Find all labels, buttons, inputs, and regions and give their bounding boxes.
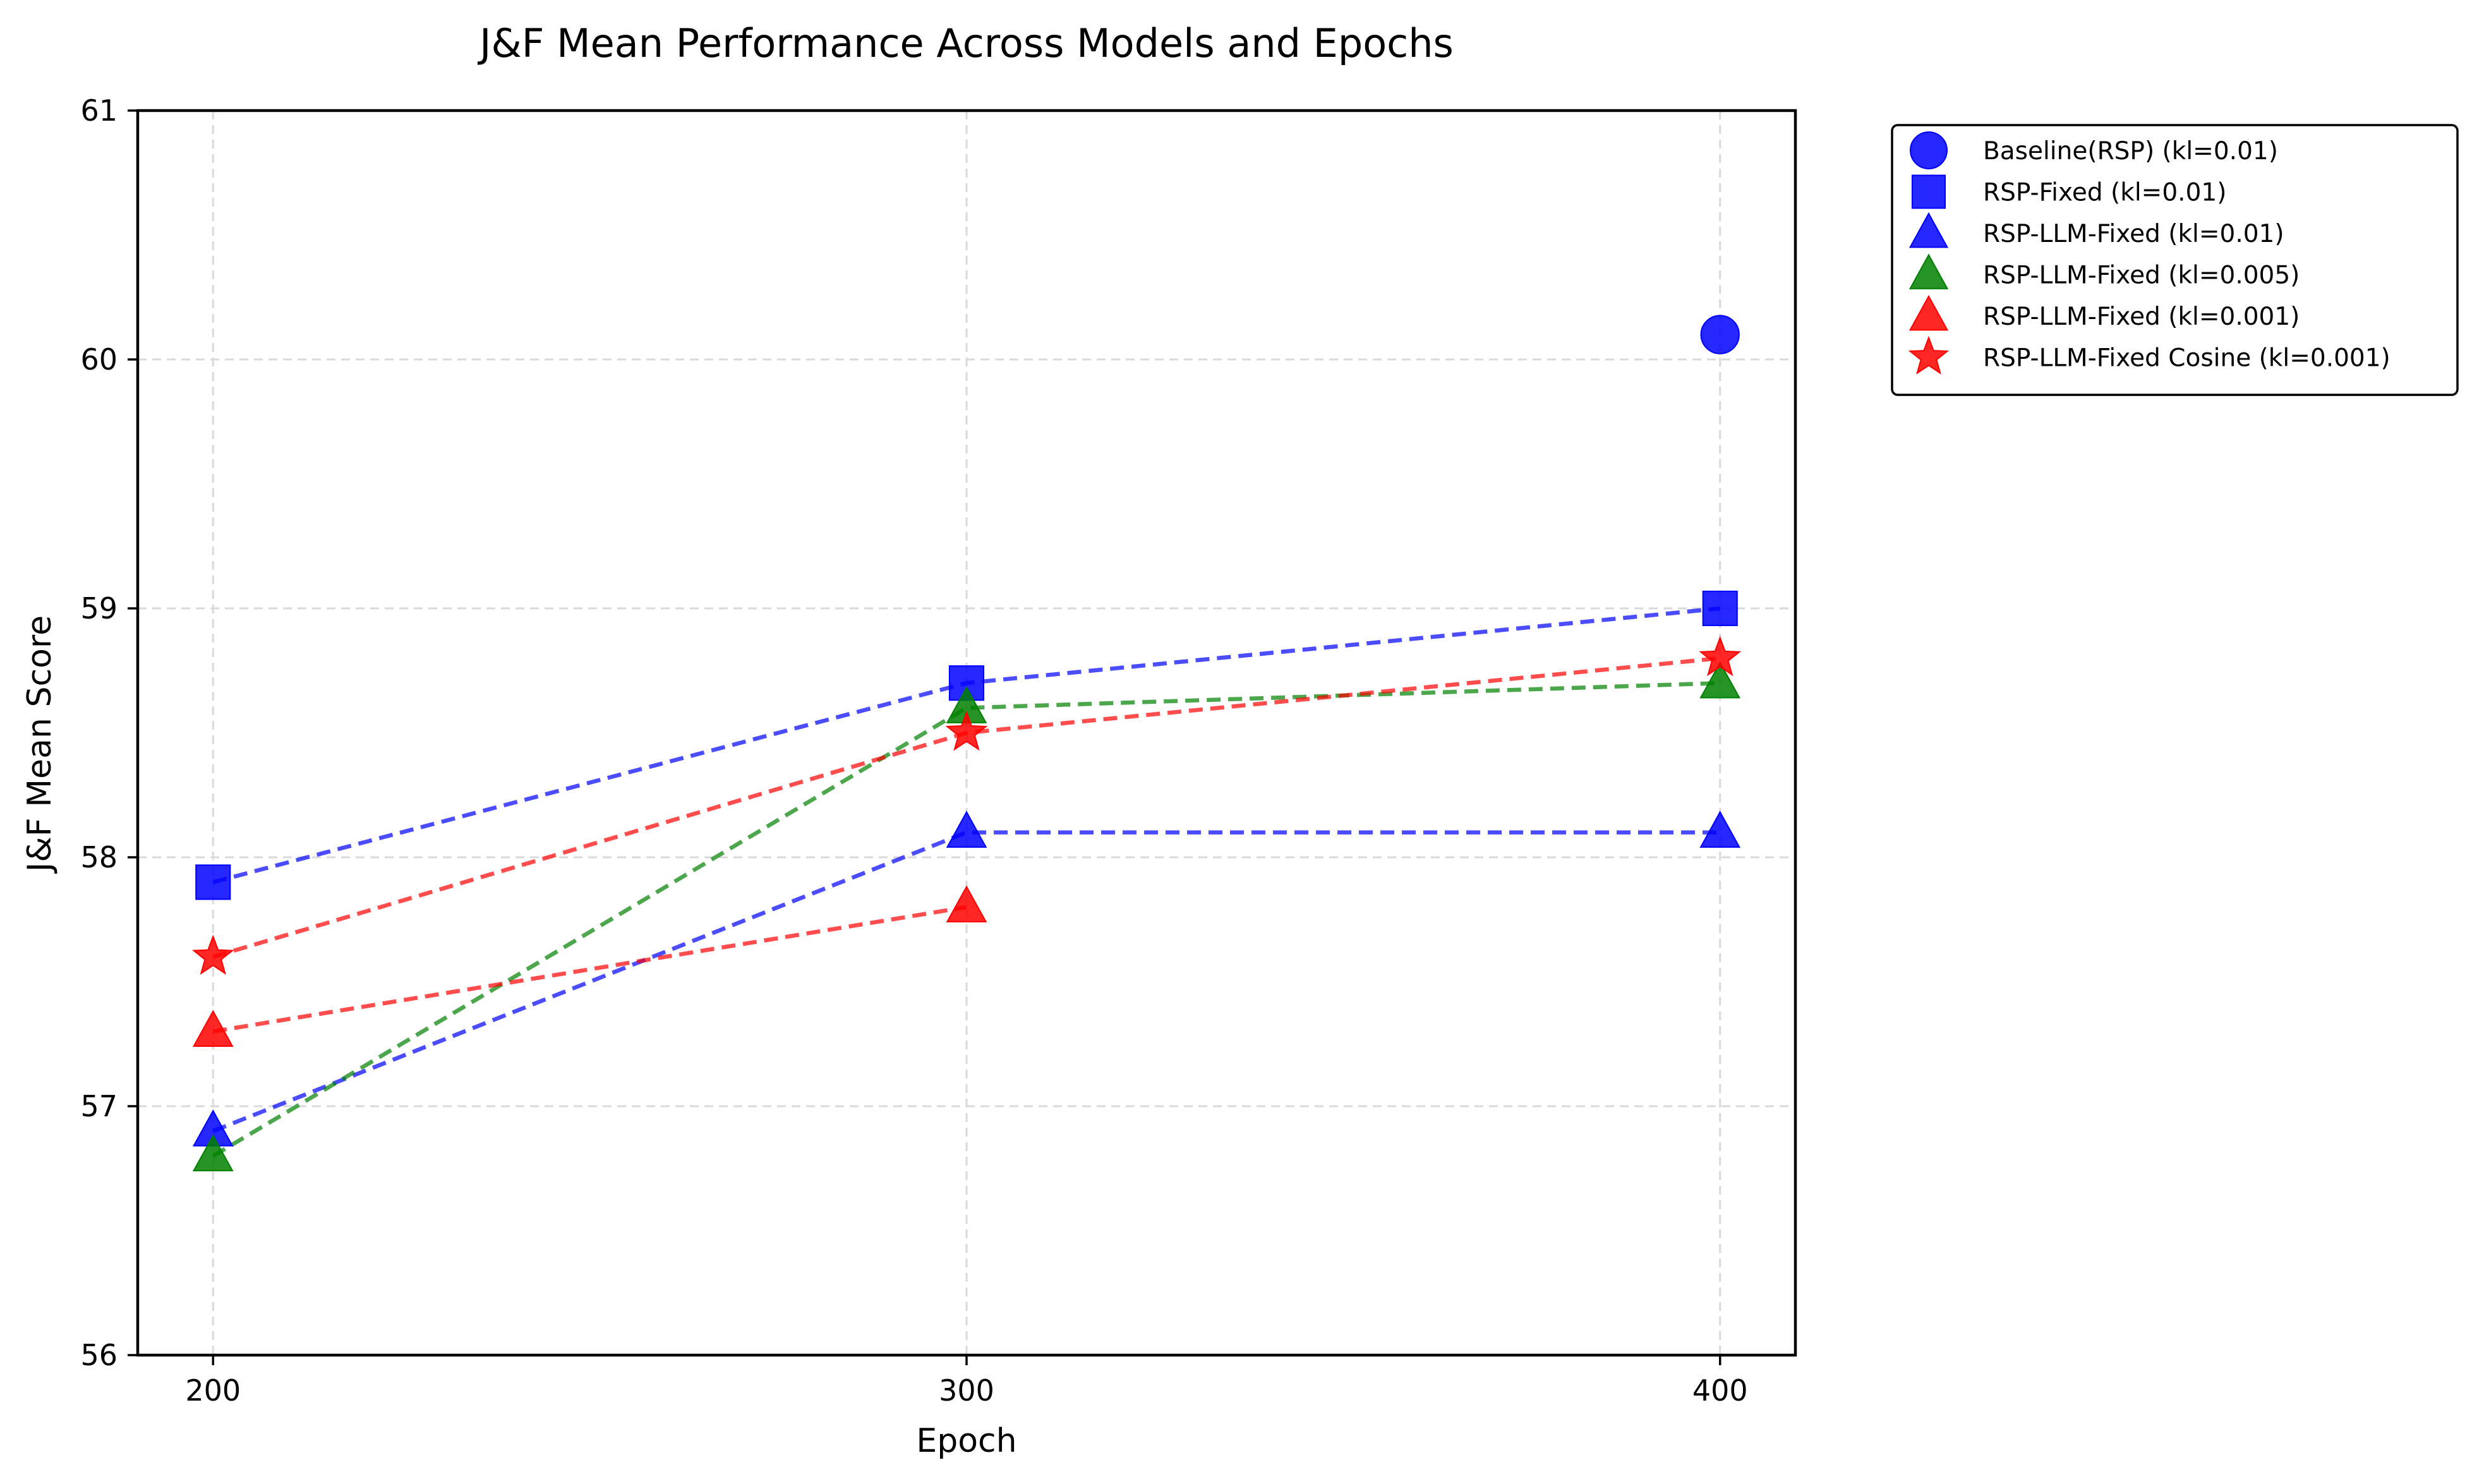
- x-axis-label: Epoch: [916, 1422, 1016, 1460]
- series-2-line: [212, 830, 1720, 1133]
- series-4-line: [212, 905, 967, 1034]
- series-2-point: [946, 811, 987, 848]
- x-tick-label: 300: [939, 1373, 994, 1408]
- legend-marker: [1910, 131, 1948, 169]
- series-0-point: [1700, 315, 1740, 354]
- series-3-line: [212, 680, 1720, 1158]
- series-1-point: [195, 864, 231, 900]
- series-4-point: [192, 1010, 234, 1047]
- legend-marker: [1908, 212, 1949, 248]
- legend-label: RSP-LLM-Fixed (kl=0.005): [1983, 262, 2300, 290]
- y-tick-label: 59: [80, 591, 118, 625]
- series-5-point: [1699, 636, 1742, 677]
- legend-label: RSP-LLM-Fixed (kl=0.001): [1983, 303, 2300, 331]
- y-tick-label: 58: [80, 840, 118, 874]
- legend-label: RSP-Fixed (kl=0.01): [1983, 179, 2226, 207]
- y-tick-label: 61: [80, 94, 118, 128]
- y-axis-label: J&F Mean Score: [21, 615, 59, 874]
- legend-marker: [1912, 174, 1946, 209]
- legend-marker: [1908, 335, 1950, 375]
- series-2-point: [1699, 811, 1741, 848]
- legend-label: Baseline(RSP) (kl=0.01): [1983, 137, 2278, 166]
- y-tick-label: 56: [80, 1338, 118, 1372]
- x-tick-label: 400: [1692, 1373, 1748, 1408]
- series-5-point: [191, 934, 234, 975]
- y-tick-label: 60: [80, 342, 118, 377]
- chart-title: J&F Mean Performance Across Models and E…: [477, 20, 1454, 66]
- series-4-point: [946, 885, 987, 923]
- legend-marker: [1908, 253, 1949, 289]
- series-1-point: [1702, 590, 1738, 627]
- legend-marker: [1908, 294, 1949, 331]
- legend-frame: [1891, 124, 2459, 396]
- x-tick-label: 200: [185, 1373, 241, 1408]
- series-markers: [191, 315, 1742, 1172]
- series-5-point: [945, 710, 988, 751]
- legend: Baseline(RSP) (kl=0.01) RSP-Fixed (kl=0.0…: [1891, 124, 2459, 396]
- series-3-point: [1699, 661, 1741, 699]
- series-3-point: [192, 1134, 234, 1172]
- legend-label: RSP-LLM-Fixed Cosine (kl=0.001): [1983, 344, 2391, 373]
- y-tick-label: 57: [80, 1089, 118, 1123]
- axes-layer: 200 300 400 56 57 58 59 60 61: [80, 94, 1797, 1408]
- legend-label: RSP-LLM-Fixed (kl=0.01): [1983, 220, 2284, 248]
